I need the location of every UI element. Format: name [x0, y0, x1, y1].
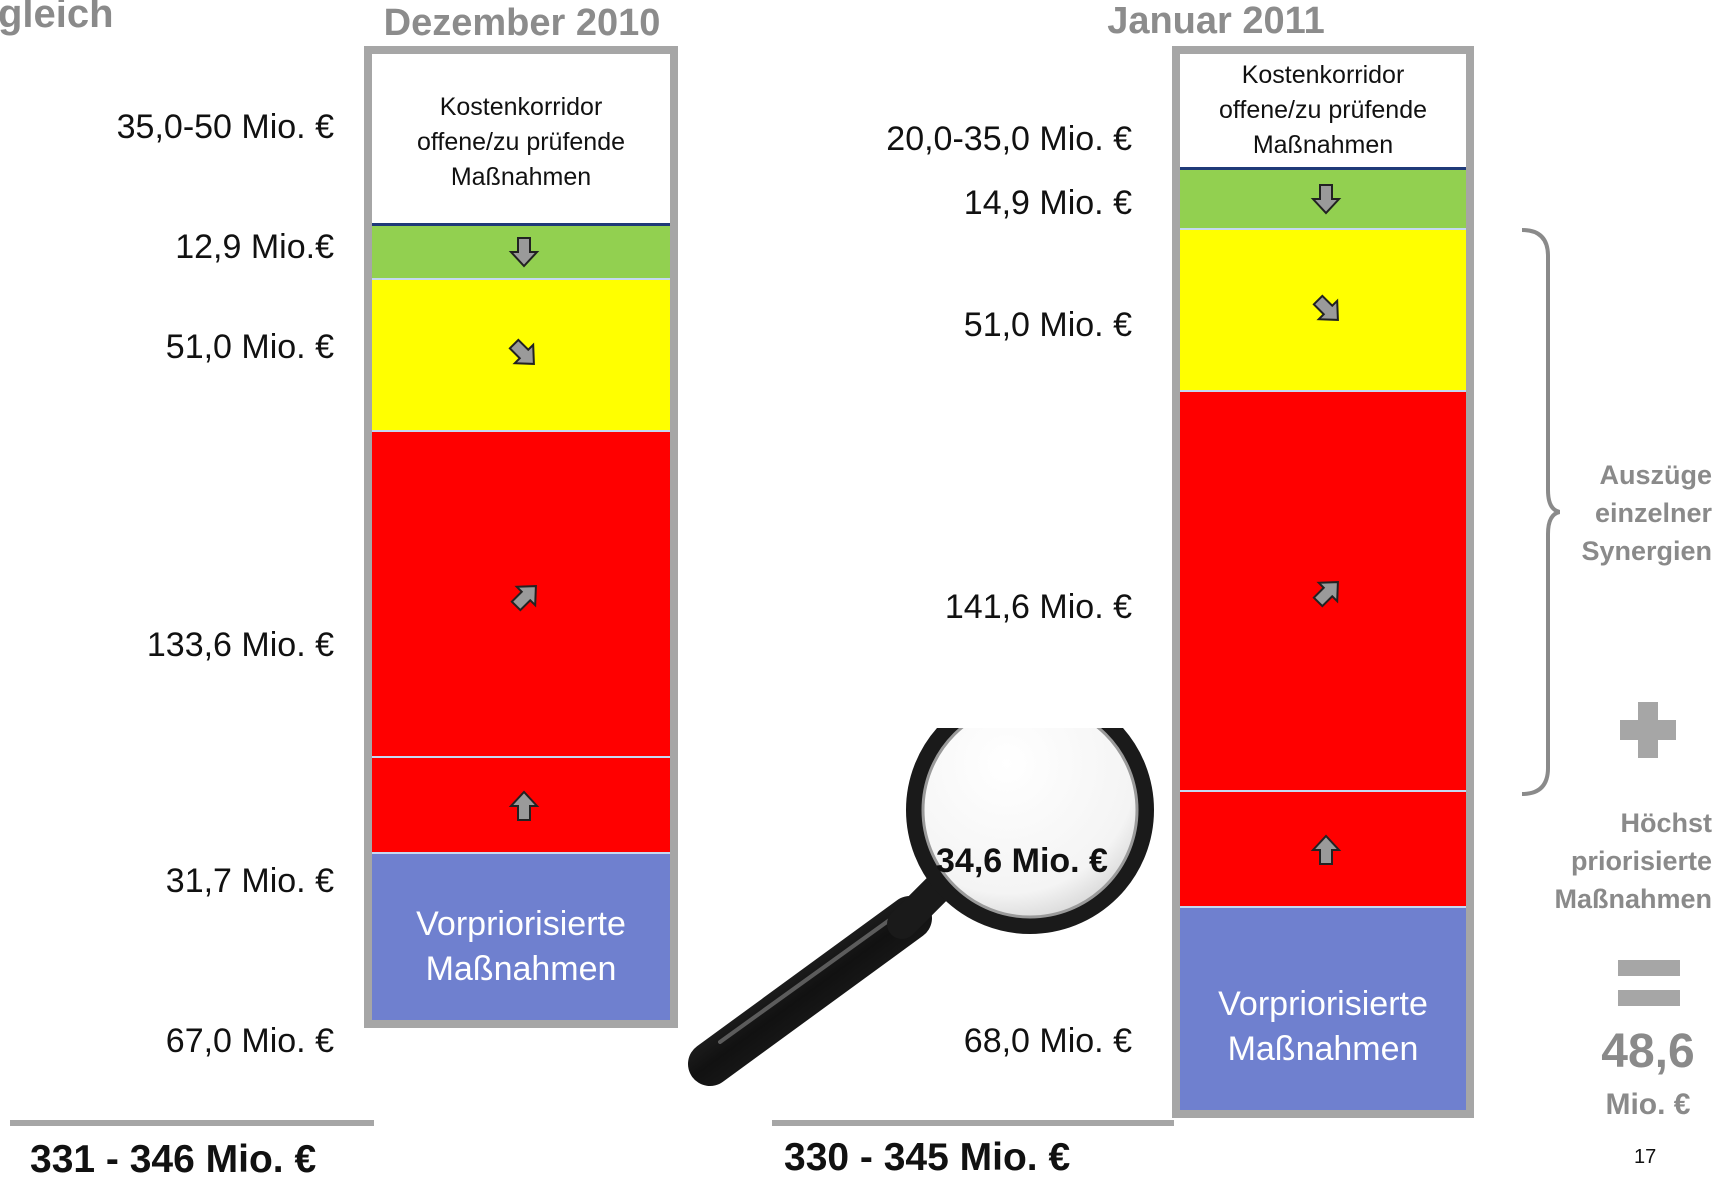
vorpriorisiert-text: Vorpriorisierte Maßnahmen	[372, 902, 670, 992]
segment-green	[1180, 170, 1466, 230]
plus-icon: +	[1620, 702, 1676, 758]
segment-corridor: Kostenkorridor offene/zu prüfende Maßnah…	[372, 54, 670, 226]
magnifier-icon	[688, 728, 1154, 1086]
arrow-up-right-icon	[1312, 581, 1339, 608]
vorpriorisiert-line-2: Maßnahmen	[1227, 1030, 1419, 1068]
stack-jan2011: Kostenkorridor offene/zu prüfende Maßnah…	[1172, 46, 1474, 1118]
corridor-line-2: offene/zu prüfende	[1218, 96, 1428, 124]
total-dec2010: 331 - 346 Mio. €	[30, 1138, 317, 1181]
vorpriorisiert-line-1: Vorpriorisierte	[1218, 985, 1428, 1023]
bracket-icon	[1521, 228, 1560, 796]
priority-line-2: priorisierte	[1570, 846, 1712, 876]
baseline-dec	[10, 1120, 374, 1126]
label-red-large-dec: 133,6 Mio. €	[146, 626, 334, 664]
arrow-up-icon	[1310, 834, 1342, 865]
baseline-jan	[772, 1120, 1174, 1126]
vorpriorisiert-line-1: Vorpriorisierte	[416, 905, 626, 943]
column-heading-jan2011: Januar 2011	[1107, 0, 1325, 42]
result-unit: Mio. €	[1605, 1088, 1691, 1121]
label-red-small-jan: 34,6 Mio. €	[936, 842, 1108, 880]
arrow-down-icon	[1310, 184, 1342, 215]
bracket-label: Auszüge einzelner Synergien	[1512, 456, 1712, 570]
priority-line-1: Höchst	[1620, 808, 1712, 838]
segment-yellow	[1180, 230, 1466, 392]
corridor-line-1: Kostenkorridor	[1241, 61, 1405, 89]
slide-title-fragment: gleich	[0, 0, 114, 36]
segment-yellow	[372, 280, 670, 432]
segment-green	[372, 226, 670, 280]
label-corridor-dec: 35,0-50 Mio. €	[116, 108, 334, 146]
label-red-small-dec: 31,7 Mio. €	[165, 862, 334, 900]
segment-blue: Vorpriorisierte Maßnahmen	[372, 854, 670, 1020]
segment-red-large	[372, 432, 670, 758]
label-yellow-jan: 51,0 Mio. €	[963, 306, 1132, 344]
corridor-line-2: offene/zu prüfende	[416, 128, 626, 156]
corridor-line-3: Maßnahmen	[1252, 131, 1394, 159]
result-value: 48,6	[1601, 1025, 1695, 1078]
equals-icon: =	[1618, 960, 1680, 1010]
bracket-line-3: Synergien	[1581, 536, 1712, 566]
segment-red-large	[1180, 392, 1466, 792]
arrow-down-right-icon	[508, 338, 535, 365]
segment-blue: Vorpriorisierte Maßnahmen	[1180, 908, 1466, 1110]
bracket-line-2: einzelner	[1594, 498, 1712, 528]
total-jan2011: 330 - 345 Mio. €	[784, 1136, 1071, 1179]
arrow-up-icon	[508, 790, 540, 821]
priority-label: Höchst priorisierte Maßnahmen	[1512, 804, 1712, 918]
vorpriorisiert-line-2: Maßnahmen	[425, 950, 617, 988]
segment-red-small	[372, 758, 670, 854]
vorpriorisiert-text: Vorpriorisierte Maßnahmen	[1180, 982, 1466, 1072]
corridor-line-3: Maßnahmen	[450, 163, 592, 191]
label-blue-dec: 67,0 Mio. €	[165, 1022, 334, 1060]
corridor-text: Kostenkorridor offene/zu prüfende Maßnah…	[1180, 58, 1466, 163]
segment-red-small	[1180, 792, 1466, 908]
label-blue-jan: 68,0 Mio. €	[963, 1022, 1132, 1060]
page-number: 17	[1634, 1146, 1657, 1168]
corridor-text: Kostenkorridor offene/zu prüfende Maßnah…	[372, 90, 670, 195]
priority-line-3: Maßnahmen	[1554, 884, 1712, 914]
corridor-line-1: Kostenkorridor	[439, 93, 603, 121]
bracket-line-1: Auszüge	[1599, 460, 1712, 490]
label-corridor-jan: 20,0-35,0 Mio. €	[886, 120, 1132, 158]
segment-corridor: Kostenkorridor offene/zu prüfende Maßnah…	[1180, 54, 1466, 170]
label-green-dec: 12,9 Mio.€	[175, 228, 334, 266]
label-yellow-dec: 51,0 Mio. €	[165, 328, 334, 366]
label-green-jan: 14,9 Mio. €	[963, 184, 1132, 222]
arrow-down-right-icon	[1312, 294, 1339, 321]
stack-dec2010: Kostenkorridor offene/zu prüfende Maßnah…	[364, 46, 678, 1028]
column-heading-dec2010: Dezember 2010	[383, 2, 661, 44]
arrow-up-right-icon	[510, 585, 537, 612]
label-red-large-jan: 141,6 Mio. €	[944, 588, 1132, 626]
arrow-down-icon	[508, 237, 540, 268]
